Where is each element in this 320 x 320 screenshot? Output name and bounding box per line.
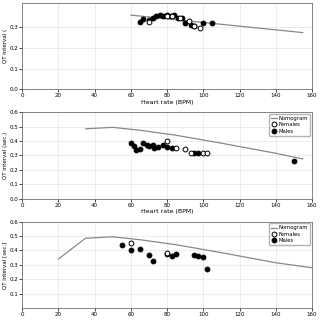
Point [197,26,202,31]
Point [172,12,177,18]
Point [128,240,133,245]
Point [188,150,193,155]
Point [170,145,175,150]
Point [150,142,155,147]
Point [137,146,142,151]
Point [134,147,139,152]
Point [170,13,175,19]
Point [137,20,142,25]
Point [161,13,166,19]
Y-axis label: QT interval [sec.]: QT interval [sec.] [3,241,8,289]
Legend: Nomogram, Females, Males: Nomogram, Females, Males [269,223,310,245]
Point [154,13,159,19]
Point [128,248,133,253]
Point [201,254,206,260]
Point [141,140,146,146]
Point [291,159,296,164]
Point [150,16,155,21]
Point [150,258,155,263]
Point [146,252,151,257]
Point [141,17,146,22]
Point [204,150,210,155]
X-axis label: Heart rate (BPM): Heart rate (BPM) [141,209,193,214]
Point [146,20,151,25]
Point [164,13,170,19]
Point [177,16,182,21]
Point [164,144,170,149]
Point [195,151,200,156]
Point [146,143,151,148]
Point [183,21,188,26]
Point [164,250,170,255]
Point [168,13,173,19]
Point [188,23,193,28]
Y-axis label: QT interval (: QT interval ( [3,29,8,63]
Point [137,246,142,252]
Point [192,24,197,29]
Point [173,252,179,257]
Point [175,16,180,21]
Point [157,12,162,18]
Point [164,12,170,18]
Point [201,151,206,156]
Point [164,139,170,144]
Point [132,143,137,148]
Point [192,24,197,29]
Point [192,252,197,257]
Point [161,142,166,147]
Point [186,19,191,24]
Point [183,146,188,151]
Point [173,145,179,150]
Point [195,254,200,259]
Point [179,16,184,21]
Point [210,21,215,26]
Point [170,253,175,258]
Point [201,21,206,26]
Point [119,242,124,247]
Point [146,18,151,23]
Point [145,142,150,147]
Point [128,140,133,146]
Legend: Nomogram, Females, Males: Nomogram, Females, Males [269,114,310,136]
X-axis label: Heart rate (BPM): Heart rate (BPM) [141,100,193,105]
Y-axis label: QT interval (sec.): QT interval (sec.) [3,132,8,179]
Point [204,267,210,272]
Point [192,151,197,156]
Point [164,252,170,257]
Point [152,145,157,150]
Point [156,144,161,149]
